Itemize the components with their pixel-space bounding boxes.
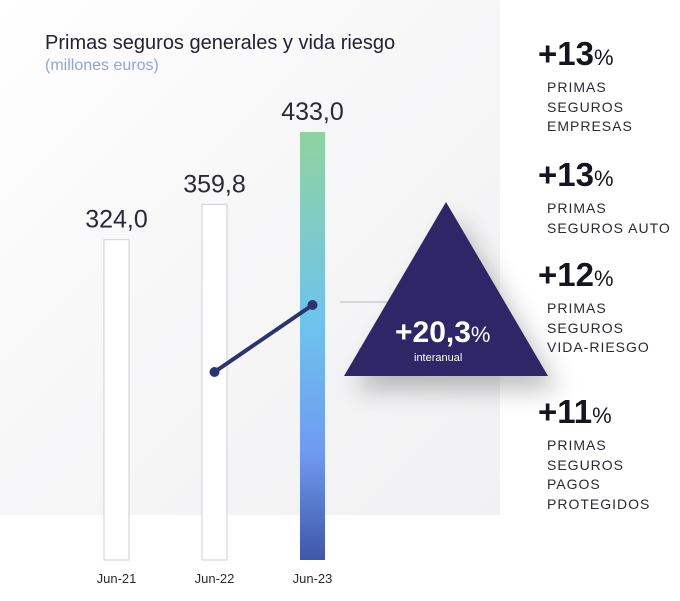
stat-description: PRIMAS SEGUROS VIDA-RIESGO — [547, 299, 650, 358]
growth-label: interanual — [414, 352, 463, 364]
bar-jun-22 — [201, 203, 228, 561]
category-label: Jun-23 — [293, 571, 333, 586]
stat-description-line: VIDA-RIESGO — [547, 339, 650, 355]
stat-description: PRIMAS SEGUROS PAGOS PROTEGIDOS — [547, 436, 650, 514]
stat-description-line: PRIMAS — [547, 437, 607, 453]
bar-jun-23 — [300, 132, 325, 560]
trend-point — [307, 300, 318, 310]
growth-value: +20,3% — [395, 316, 525, 350]
stat-description-line: PRIMAS — [547, 300, 607, 316]
category-label: Jun-21 — [97, 571, 137, 586]
growth-number: +20,3 — [395, 316, 471, 349]
stat-description-line: PRIMAS — [547, 79, 607, 95]
stat-block: +11% PRIMAS SEGUROS PAGOS PROTEGIDOS — [538, 395, 650, 514]
stat-description-line: SEGUROS — [547, 319, 625, 336]
stat-description: PRIMAS SEGUROS EMPRESAS — [547, 78, 633, 137]
growth-triangle — [344, 202, 548, 376]
stat-number: +12 — [538, 256, 594, 293]
stat-value: +11% — [538, 395, 650, 428]
bar-value-label: 433,0 — [281, 98, 344, 126]
stat-unit: % — [593, 266, 614, 291]
stat-number: +13 — [538, 35, 594, 72]
stat-value: +13% — [538, 158, 671, 191]
chart-title: Primas seguros generales y vida riesgo — [45, 32, 396, 54]
stat-description: PRIMAS SEGUROS AUTO — [547, 199, 671, 238]
stat-description-line: PROTEGIDOS — [547, 495, 651, 512]
stat-number: +11 — [538, 393, 593, 430]
stat-description-line: SEGUROS AUTO — [547, 219, 671, 236]
trend-line — [213, 303, 314, 374]
category-label: Jun-22 — [195, 571, 235, 586]
stat-value: +12% — [538, 258, 650, 291]
trend-point — [209, 367, 220, 377]
stat-number: +13 — [538, 156, 594, 193]
stat-description-line: PRIMAS — [547, 200, 607, 216]
stat-description-line: SEGUROS — [547, 456, 625, 473]
stat-value: +13% — [538, 37, 633, 70]
bar-jun-21 — [103, 239, 130, 561]
stat-block: +13% PRIMAS SEGUROS EMPRESAS — [538, 37, 633, 137]
bar-value-label: 359,8 — [183, 170, 246, 198]
stat-unit: % — [593, 45, 614, 70]
stat-unit: % — [592, 403, 612, 428]
growth-unit: % — [470, 322, 491, 347]
stat-block: +13% PRIMAS SEGUROS AUTO — [538, 158, 671, 238]
bar-value-label: 324,0 — [85, 206, 148, 234]
stat-description-line: EMPRESAS — [547, 118, 633, 134]
stat-description-line: PAGOS — [547, 476, 601, 492]
stat-block: +12% PRIMAS SEGUROS VIDA-RIESGO — [538, 258, 650, 358]
stat-unit: % — [593, 166, 614, 191]
stat-description-line: SEGUROS — [547, 98, 625, 115]
chart-subtitle: (millones euros) — [45, 57, 159, 74]
